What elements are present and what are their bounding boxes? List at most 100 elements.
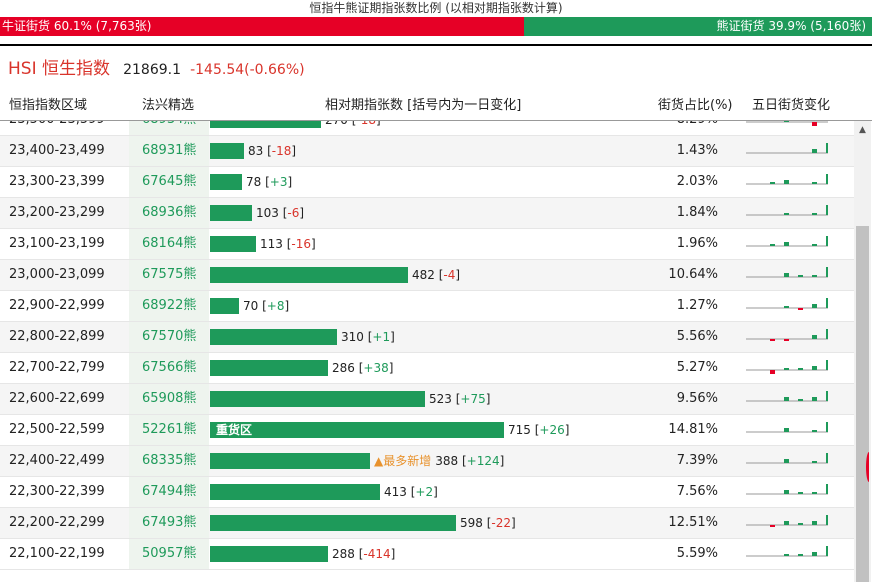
table-row[interactable]: 22,100-22,199 50957熊 288 [-414] 5.59%	[0, 539, 854, 570]
header-range[interactable]: 恒指指数区域	[9, 98, 88, 113]
table-row[interactable]: 22,800-22,899 67570熊 310 [+1] 5.56%	[0, 322, 854, 353]
ratio-cell: 288 [-414]	[210, 546, 395, 562]
code-cell: 67494熊	[129, 477, 209, 507]
warrant-code-link[interactable]: 68931熊	[142, 143, 197, 158]
sparkline-bar	[826, 267, 828, 277]
share-cell: 14.81%	[668, 422, 718, 437]
sparkline-bar	[826, 174, 828, 184]
sparkline-bar	[784, 368, 789, 370]
code-cell: 68934熊	[129, 121, 209, 135]
sparkline-bar	[784, 213, 789, 215]
count-delta: -22	[491, 516, 512, 530]
count-delta: -18	[356, 121, 376, 127]
count-delta: -4	[443, 268, 456, 282]
warrant-code-link[interactable]: 67566熊	[142, 360, 197, 375]
sparkline-bar	[812, 149, 817, 153]
count-delta: -6	[287, 206, 300, 220]
ratio-cell: ▲最多新增 388 [+124]	[210, 453, 504, 469]
scroll-up-arrow-icon[interactable]: ▲	[859, 125, 866, 135]
warrant-code-link[interactable]: 65908熊	[142, 391, 197, 406]
sparkline-bar	[826, 484, 828, 494]
count-delta: +8	[266, 299, 285, 313]
table-row[interactable]: 22,700-22,799 67566熊 286 [+38] 5.27%	[0, 353, 854, 384]
ratio-cell: 83 [-18]	[210, 143, 296, 159]
count-number: 523	[429, 392, 452, 406]
range-cell: 22,600-22,699	[9, 391, 105, 406]
ratio-cell: 113 [-16]	[210, 236, 316, 252]
warrant-code-link[interactable]: 68936熊	[142, 205, 197, 220]
heavy-zone-tag: 重货区	[216, 423, 253, 437]
count-value: 83 [-18]	[248, 144, 297, 158]
count-bar	[210, 267, 408, 283]
table-header: 恒指指数区域 法兴精选 相对期指张数 [括号内为一日变化] 街货占比(%) 五日…	[0, 92, 872, 121]
warrant-code-link[interactable]: 67645熊	[142, 174, 197, 189]
sparkline-bar	[798, 523, 803, 525]
warrant-code-link[interactable]: 67570熊	[142, 329, 197, 344]
table-row[interactable]: 23,100-23,199 68164熊 113 [-16] 1.96%	[0, 229, 854, 260]
warrant-code-link[interactable]: 68335熊	[142, 453, 197, 468]
table-row[interactable]: 22,500-22,599 52261熊 重货区 715 [+26] 14.81%	[0, 415, 854, 446]
range-cell: 23,000-23,099	[9, 267, 105, 282]
warrant-code-link[interactable]: 68922熊	[142, 298, 197, 313]
sparkline-bar	[784, 490, 789, 494]
sparkline-bar	[798, 554, 803, 556]
warrant-code-link[interactable]: 50957熊	[142, 546, 197, 561]
warrant-code-link[interactable]: 67493熊	[142, 515, 197, 530]
table-row[interactable]: 23,500-23,599 68934熊 270 [-18] 8.29%	[0, 121, 854, 136]
share-cell: 7.39%	[676, 453, 718, 468]
table-row[interactable]: 23,300-23,399 67645熊 78 [+3] 2.03%	[0, 167, 854, 198]
table-row[interactable]: 22,900-22,999 68922熊 70 [+8] 1.27%	[0, 291, 854, 322]
count-value: 103 [-6]	[256, 206, 305, 220]
share-cell: 5.56%	[676, 329, 718, 344]
sparkline-bar	[826, 546, 828, 556]
table-row[interactable]: 22,300-22,399 67494熊 413 [+2] 7.56%	[0, 477, 854, 508]
count-delta: -16	[291, 237, 312, 251]
share-cell: 7.56%	[676, 484, 718, 499]
five-day-sparkline	[746, 360, 828, 374]
scroll-thumb[interactable]	[856, 226, 869, 582]
five-day-sparkline	[746, 121, 828, 126]
sparkline-bar	[812, 521, 817, 525]
index-summary: HSI 恒生指数 21869.1 -145.54(-0.66%)	[8, 56, 305, 82]
warrant-code-link[interactable]: 68164熊	[142, 236, 197, 251]
table-row[interactable]: 23,000-23,099 67575熊 482 [-4] 10.64%	[0, 260, 854, 291]
ratio-cell: 598 [-22]	[210, 515, 516, 531]
scrollbar[interactable]: ▲	[854, 121, 871, 582]
count-delta: +26	[539, 423, 565, 437]
five-day-sparkline	[746, 391, 828, 402]
table-row[interactable]: 22,600-22,699 65908熊 523 [+75] 9.56%	[0, 384, 854, 415]
count-number: 270	[325, 121, 348, 127]
count-value: 413 [+2]	[384, 485, 438, 499]
sparkline-bar	[812, 122, 817, 126]
code-cell: 68335熊	[129, 446, 209, 476]
range-cell: 22,400-22,499	[9, 453, 105, 468]
code-cell: 68936熊	[129, 198, 209, 228]
table-row[interactable]: 23,200-23,299 68936熊 103 [-6] 1.84%	[0, 198, 854, 229]
sparkline-bar	[784, 242, 789, 246]
table-row[interactable]: 22,400-22,499 68335熊 ▲最多新增 388 [+124] 7.39%	[0, 446, 854, 477]
warrant-code-link[interactable]: 52261熊	[142, 422, 197, 437]
code-cell: 67575熊	[129, 260, 209, 290]
range-cell: 22,300-22,399	[9, 484, 105, 499]
table-row[interactable]: 22,200-22,299 67493熊 598 [-22] 12.51%	[0, 508, 854, 539]
warrant-code-link[interactable]: 67575熊	[142, 267, 197, 282]
five-day-sparkline	[746, 422, 828, 433]
count-number: 598	[460, 516, 483, 530]
header-ratio[interactable]: 相对期指张数 [括号内为一日变化]	[325, 98, 522, 113]
count-delta: +2	[415, 485, 434, 499]
bull-bear-ratio-bar: 牛证街货 60.1% (7,763张) 熊证街货 39.9% (5,160张)	[0, 17, 872, 36]
warrant-code-link[interactable]: 67494熊	[142, 484, 197, 499]
table-body[interactable]: 23,500-23,59968934熊270 [-18]8.29%23,400-…	[0, 121, 854, 582]
header-share[interactable]: 街货占比(%)	[658, 98, 733, 113]
count-bar	[210, 391, 425, 407]
count-value: 288 [-414]	[332, 547, 396, 561]
range-cell: 22,800-22,899	[9, 329, 105, 344]
five-day-sparkline	[746, 515, 828, 527]
sparkline-bar	[812, 552, 817, 556]
warrant-code-link[interactable]: 68934熊	[142, 121, 196, 135]
header-trend[interactable]: 五日街货变化	[752, 98, 831, 113]
count-value: 715 [+26]	[508, 423, 570, 437]
table-row[interactable]: 23,400-23,499 68931熊 83 [-18] 1.43%	[0, 136, 854, 167]
header-code[interactable]: 法兴精选	[142, 98, 195, 113]
code-cell: 67570熊	[129, 322, 209, 352]
